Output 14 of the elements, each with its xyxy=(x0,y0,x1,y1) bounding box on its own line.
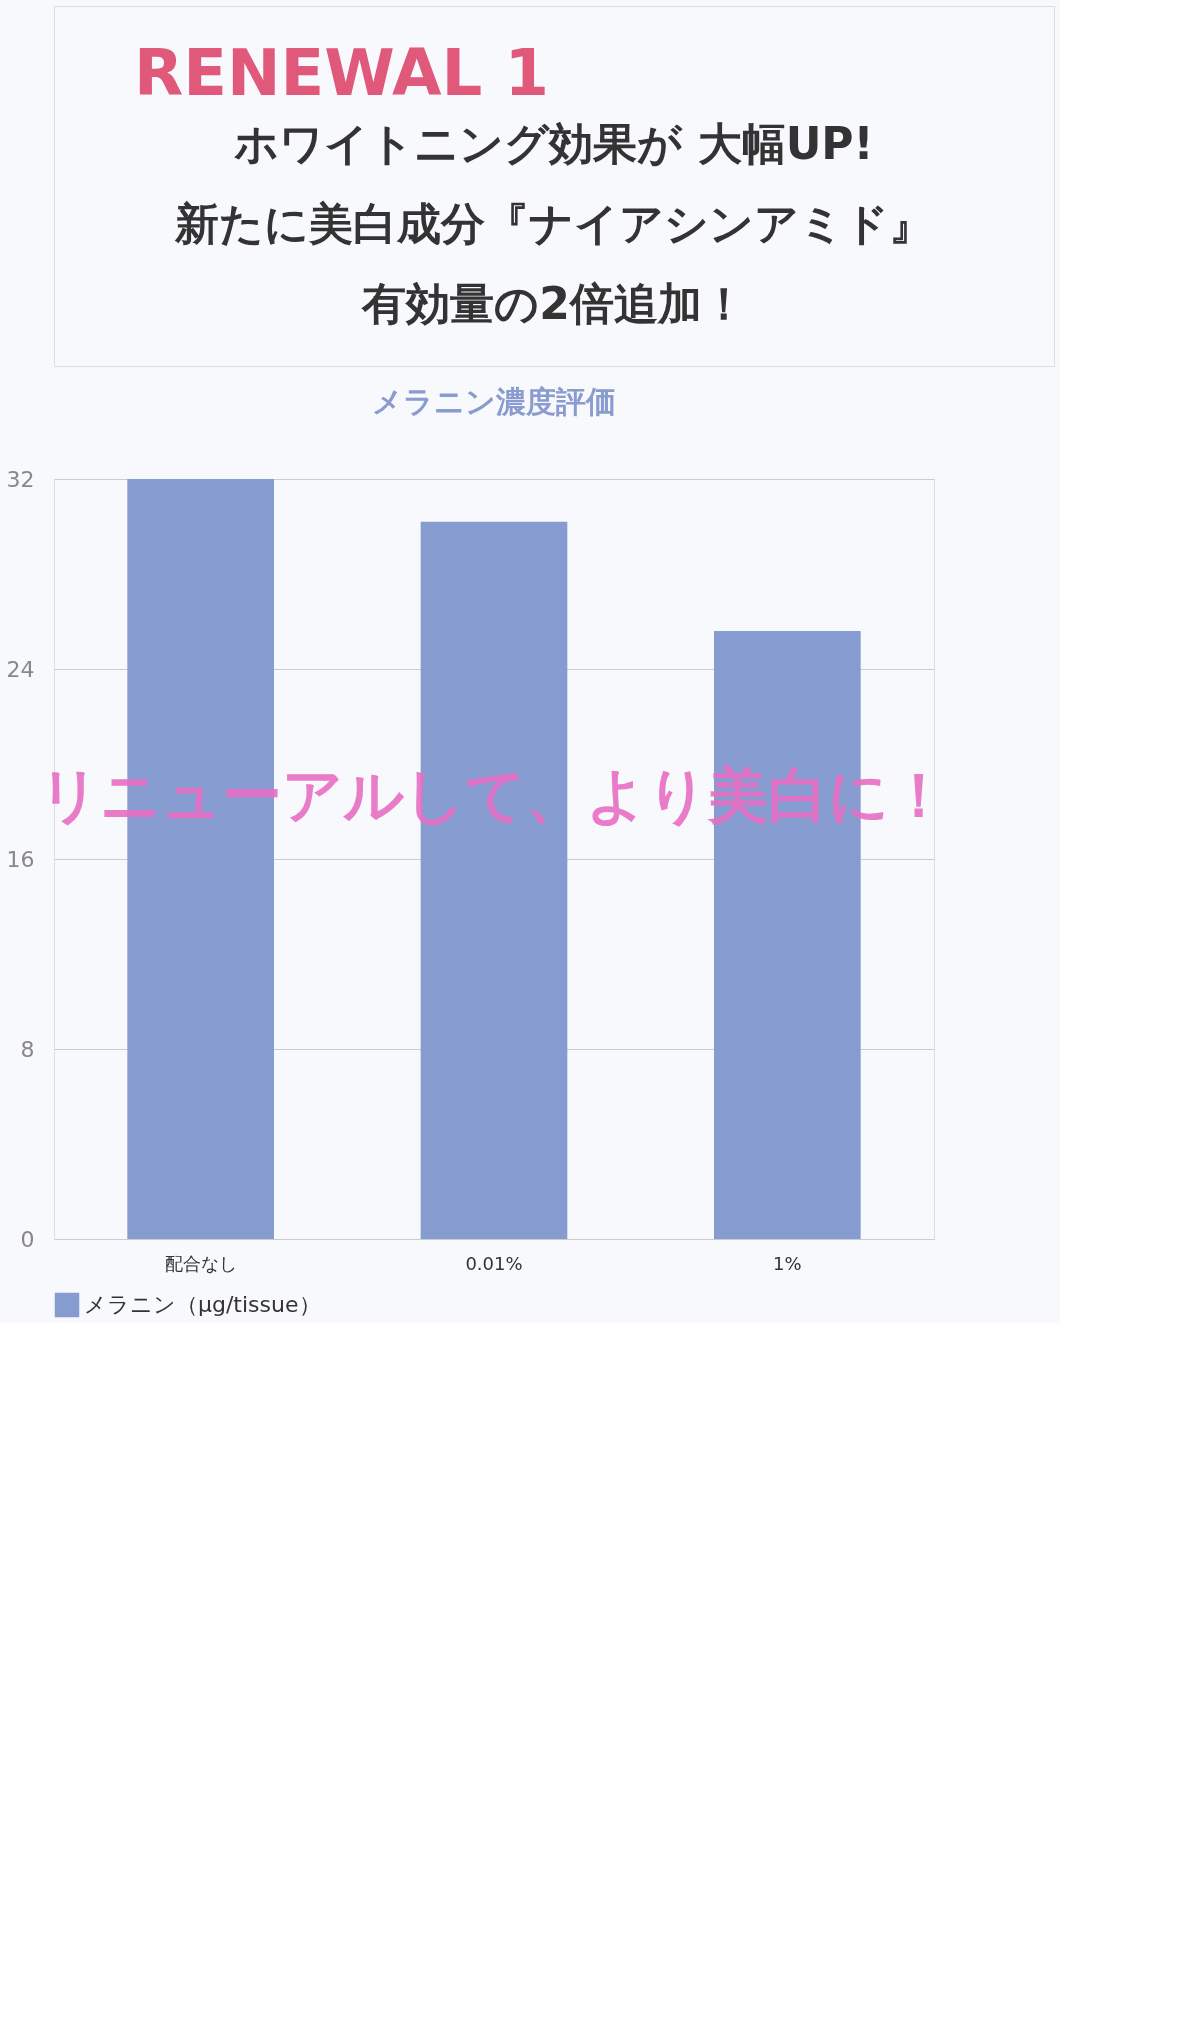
x-tick-label: 配合なし xyxy=(164,1252,237,1274)
x-tick-label: 0.01% xyxy=(465,1252,523,1274)
x-tick-label: 1% xyxy=(773,1252,802,1274)
text: 有効量の2倍追加！ xyxy=(361,278,746,329)
y-tick-label: 8 xyxy=(20,1036,35,1062)
y-tick-label: 24 xyxy=(6,656,35,682)
text: RENEWAL 1 xyxy=(134,36,550,110)
text: 新たに美白成分『ナイアシンアミド』 xyxy=(174,198,933,249)
legend-label: メラニン（µg/tissue） xyxy=(84,1292,321,1317)
y-tick-label: 0 xyxy=(20,1226,35,1252)
text: ホワイトニング効果が 大幅UP! xyxy=(234,118,874,169)
y-tick-label: 16 xyxy=(6,846,35,872)
chart-title: メラニン濃度評価 xyxy=(372,384,616,419)
y-tick-label: 32 xyxy=(6,466,35,492)
